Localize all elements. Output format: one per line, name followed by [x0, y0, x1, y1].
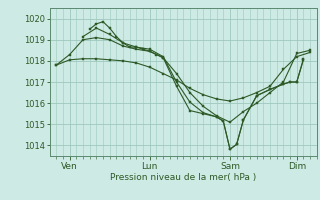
X-axis label: Pression niveau de la mer( hPa ): Pression niveau de la mer( hPa ): [110, 173, 256, 182]
